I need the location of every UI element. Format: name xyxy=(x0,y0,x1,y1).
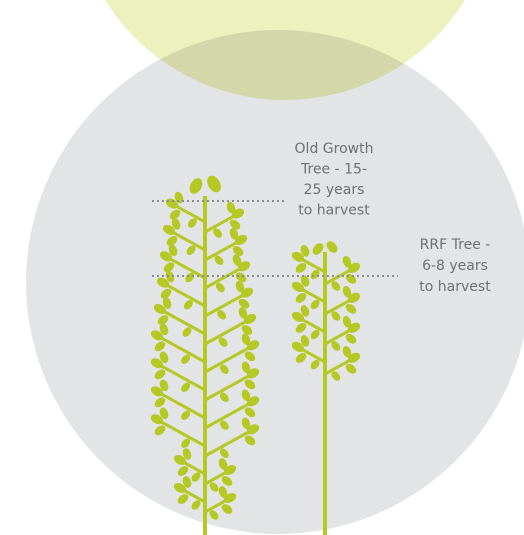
old-growth-label: Tree - 15- xyxy=(300,162,367,178)
rrf-label: to harvest xyxy=(419,279,491,295)
illustration: Old Growth Tree - 15- 25 years to harvest RR… xyxy=(0,0,524,535)
rrf-label: 6-8 years xyxy=(422,258,488,274)
old-growth-label: to harvest xyxy=(298,203,370,219)
old-growth-label: Old Growth xyxy=(295,141,374,157)
page: Old Growth Tree - 15- 25 years to harvest RR… xyxy=(0,0,524,535)
old-growth-label: 25 years xyxy=(304,182,365,198)
rrf-label: RRF Tree - xyxy=(420,237,491,253)
